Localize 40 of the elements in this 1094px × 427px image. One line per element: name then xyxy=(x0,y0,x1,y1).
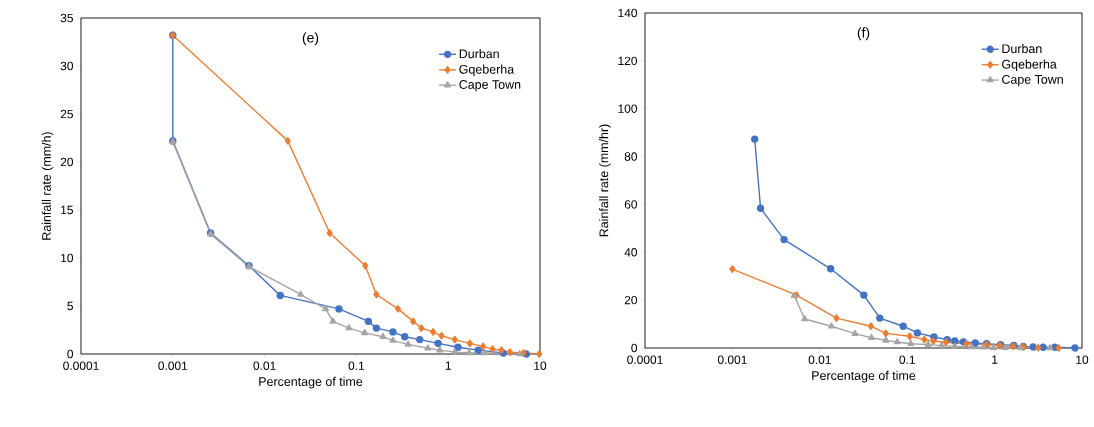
x-tick-label: 0.01 xyxy=(808,355,831,364)
text: (f) xyxy=(857,27,870,41)
y-tick-label: 80 xyxy=(624,152,638,161)
x-tick-label: 10 xyxy=(534,361,547,370)
y-tick-label: 100 xyxy=(618,104,638,113)
y-tick-label: 40 xyxy=(624,248,638,257)
y-tick-label: 0 xyxy=(67,349,74,359)
legend-label: Gqeberha xyxy=(459,64,515,77)
y-tick-label: 140 xyxy=(618,8,638,18)
y-tick-label: 20 xyxy=(60,157,74,167)
y-axis-title: Rainfall rate (mm/hr) xyxy=(599,124,611,237)
legend-label: Durban xyxy=(459,49,499,59)
y-tick-label: 20 xyxy=(624,295,638,305)
x-tick-label: 1 xyxy=(445,361,451,370)
x-tick-label: 0.01 xyxy=(253,361,276,370)
y-tick-label: 10 xyxy=(61,253,74,263)
legend-label: Cape Town xyxy=(459,80,521,92)
x-tick-label: 10 xyxy=(1076,355,1089,364)
y-tick-label: 30 xyxy=(60,61,74,71)
y-tick-label: 5 xyxy=(67,301,73,311)
legend-label: Gqeberha xyxy=(1002,59,1057,72)
text: (e) xyxy=(302,32,319,46)
y-tick-label: 15 xyxy=(61,205,73,215)
y-tick-label: 35 xyxy=(60,13,73,23)
legend-label: Durban xyxy=(1002,43,1042,54)
y-tick-label: 0 xyxy=(631,343,638,353)
x-axis-title: Percentage of time xyxy=(259,376,363,389)
y-axis-title: Rainfall rate (mm/h) xyxy=(41,132,54,240)
y-tick-label: 25 xyxy=(60,109,73,119)
x-tick-label: 0.1 xyxy=(899,355,915,364)
y-tick-label: 120 xyxy=(618,56,638,66)
x-tick-label: 0.0001 xyxy=(63,361,99,370)
x-tick-label: 0.001 xyxy=(717,355,747,364)
y-tick-label: 60 xyxy=(624,200,638,209)
x-tick-label: 0.001 xyxy=(158,361,188,370)
x-tick-label: 1 xyxy=(992,355,998,364)
x-tick-label: 0.0001 xyxy=(627,355,663,364)
x-axis-title: Percentage of time xyxy=(812,370,916,383)
x-tick-label: 0.1 xyxy=(348,361,365,370)
legend-label: Cape Town xyxy=(1002,74,1063,87)
